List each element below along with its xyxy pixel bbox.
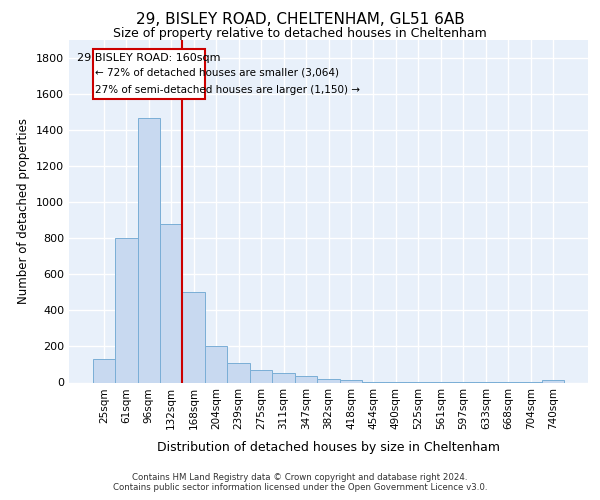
Bar <box>115 238 137 382</box>
Bar <box>542 380 565 382</box>
Bar <box>137 118 160 382</box>
Bar <box>272 372 295 382</box>
X-axis label: Distribution of detached houses by size in Cheltenham: Distribution of detached houses by size … <box>157 440 500 454</box>
Y-axis label: Number of detached properties: Number of detached properties <box>17 118 31 304</box>
Bar <box>340 380 362 382</box>
Bar <box>317 379 340 382</box>
Text: 29 BISLEY ROAD: 160sqm: 29 BISLEY ROAD: 160sqm <box>77 52 221 62</box>
Text: Contains HM Land Registry data © Crown copyright and database right 2024.
Contai: Contains HM Land Registry data © Crown c… <box>113 473 487 492</box>
Bar <box>227 362 250 382</box>
Text: ← 72% of detached houses are smaller (3,064): ← 72% of detached houses are smaller (3,… <box>95 68 339 78</box>
Bar <box>205 346 227 383</box>
Text: Size of property relative to detached houses in Cheltenham: Size of property relative to detached ho… <box>113 28 487 40</box>
Text: 29, BISLEY ROAD, CHELTENHAM, GL51 6AB: 29, BISLEY ROAD, CHELTENHAM, GL51 6AB <box>136 12 464 28</box>
Text: 27% of semi-detached houses are larger (1,150) →: 27% of semi-detached houses are larger (… <box>95 84 360 94</box>
Bar <box>295 376 317 382</box>
Bar <box>92 359 115 382</box>
Bar <box>160 224 182 382</box>
Bar <box>250 370 272 382</box>
Bar <box>182 292 205 382</box>
FancyBboxPatch shape <box>92 49 205 98</box>
